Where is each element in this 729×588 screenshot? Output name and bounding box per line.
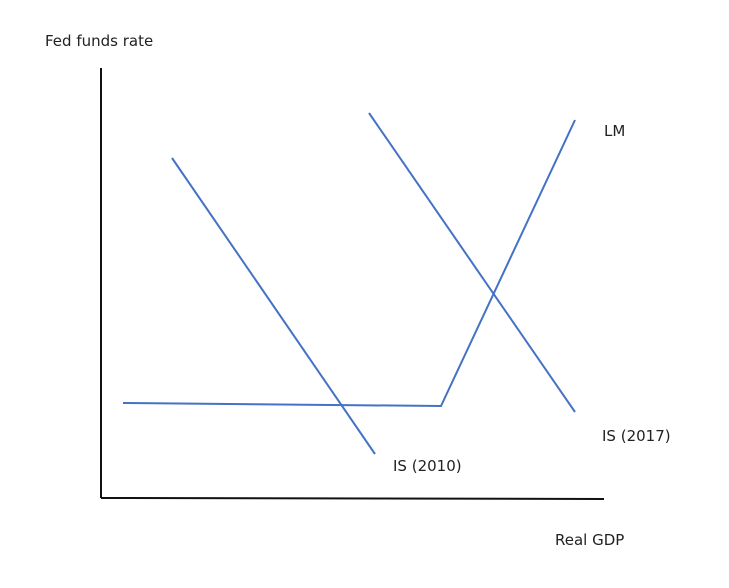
lm-curve bbox=[122, 119, 576, 408]
is-2010-label: IS (2010) bbox=[393, 457, 462, 475]
lm-label: LM bbox=[604, 122, 625, 140]
is-2010-curve bbox=[171, 157, 376, 455]
is-2017-label: IS (2017) bbox=[602, 427, 671, 445]
x-axis-label: Real GDP bbox=[555, 531, 624, 549]
y-axis-label: Fed funds rate bbox=[45, 32, 153, 50]
x-axis bbox=[100, 497, 605, 500]
is-2017-curve bbox=[368, 112, 576, 413]
